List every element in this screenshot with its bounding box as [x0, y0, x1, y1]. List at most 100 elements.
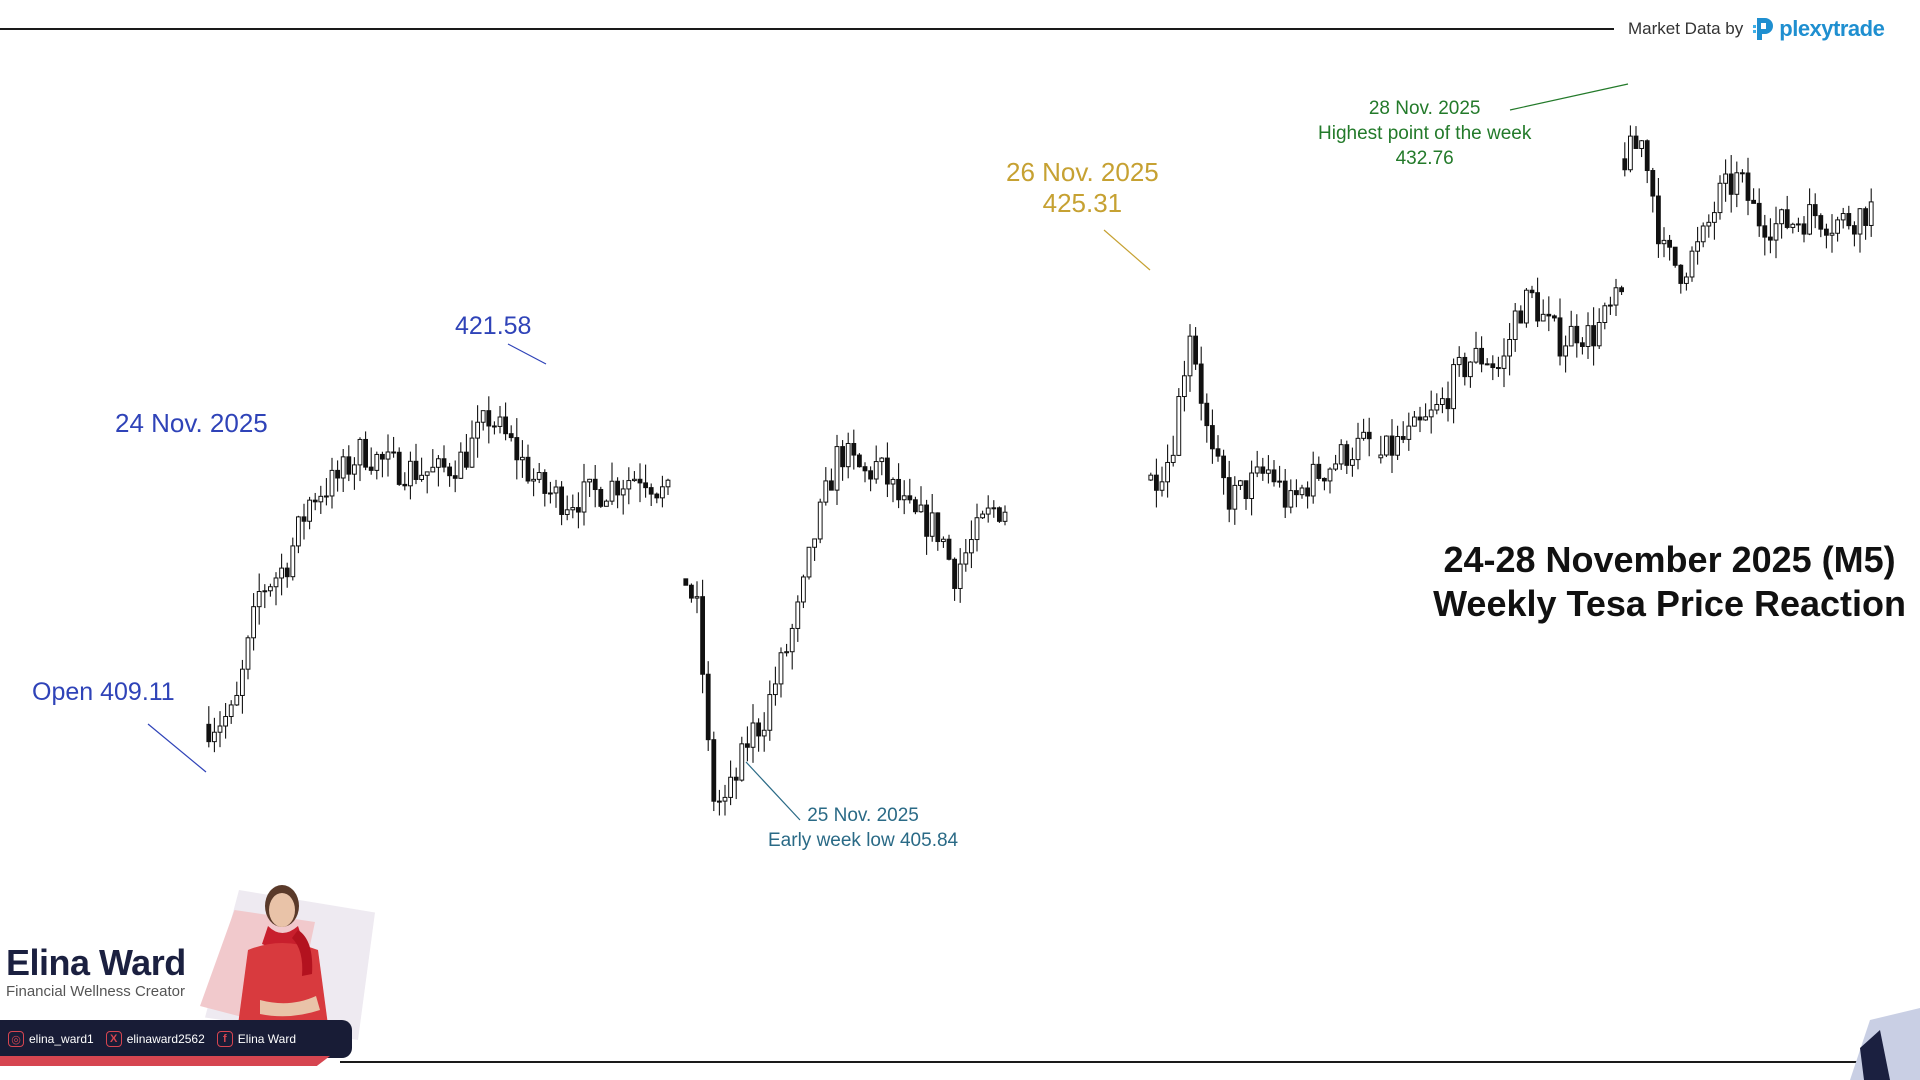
candle-body — [637, 478, 643, 484]
x-link[interactable]: X elinaward2562 — [105, 1031, 205, 1047]
facebook-link[interactable]: f Elina Ward — [216, 1031, 296, 1047]
candle-body — [924, 504, 930, 537]
candle-body — [1712, 212, 1717, 223]
candle-body — [1717, 182, 1723, 214]
candle-body — [273, 577, 279, 588]
candle-body — [458, 451, 464, 479]
candle-body — [385, 451, 391, 460]
candle-body — [1232, 484, 1238, 510]
candle-body — [1327, 468, 1333, 482]
candle-body — [1423, 416, 1428, 421]
week-high-value: 432.76 — [1395, 148, 1454, 169]
candle-body — [1568, 325, 1574, 347]
candle-body — [1552, 315, 1557, 319]
candle-body — [745, 743, 750, 748]
candle-body — [784, 651, 790, 654]
candle-body — [823, 480, 829, 503]
candle-body — [946, 538, 952, 560]
candle-body — [1266, 469, 1271, 474]
candle-body — [739, 743, 745, 781]
candle-body — [1661, 239, 1667, 245]
open-leader — [147, 723, 207, 773]
candle-body — [402, 483, 408, 487]
plexytrade-logo[interactable]: plexytrade — [1753, 16, 1885, 42]
candle-body — [1580, 342, 1585, 347]
candle-body — [564, 509, 570, 515]
candle-body — [1784, 209, 1790, 228]
candle-body — [301, 516, 307, 522]
candle-body — [1650, 170, 1656, 197]
candle-body — [750, 722, 756, 748]
candle-body — [604, 500, 609, 507]
candle-body — [1768, 236, 1773, 241]
candle-body — [542, 472, 548, 494]
candle-body — [857, 454, 862, 468]
candle-body — [840, 446, 846, 468]
candle-body — [1633, 135, 1639, 149]
candle-body — [913, 499, 918, 513]
candle-body — [1176, 396, 1182, 456]
candle-body — [1524, 289, 1529, 324]
candle-body — [284, 567, 290, 578]
candle-body — [722, 796, 728, 802]
candle-body — [1700, 225, 1706, 243]
candle-body — [1243, 480, 1249, 500]
day3-date: 26 Nov. 2025 — [1006, 157, 1159, 187]
candle-body — [789, 627, 795, 653]
candle-body — [1282, 480, 1288, 508]
candle-body — [1428, 409, 1434, 418]
candle-body — [1591, 325, 1596, 347]
candle-body — [1540, 313, 1546, 322]
candle-body — [1490, 363, 1496, 369]
candle-body — [1723, 173, 1728, 184]
candle-body — [1400, 436, 1406, 440]
market-data-brand[interactable]: Market Data by plexytrade — [1628, 16, 1885, 42]
candle-body — [1852, 225, 1857, 235]
candle-body — [952, 558, 958, 589]
candle-body — [689, 584, 694, 599]
candle-body — [873, 461, 879, 480]
candle-body — [1728, 173, 1734, 195]
candle-body — [1807, 204, 1812, 235]
candle-body — [615, 480, 621, 496]
instagram-icon: ◎ — [8, 1031, 24, 1047]
corner-decoration — [1850, 1008, 1920, 1080]
candle-body — [1417, 416, 1423, 421]
candle-body — [503, 416, 509, 435]
candle-body — [223, 716, 228, 727]
candle-body — [963, 552, 969, 565]
candle-body — [1756, 202, 1762, 227]
candle-body — [683, 578, 689, 586]
candle-body — [1840, 213, 1846, 221]
candle-body — [256, 591, 262, 608]
candle-body — [531, 478, 537, 482]
candle-body — [935, 512, 941, 543]
candle-body — [1215, 448, 1221, 457]
candle-body — [845, 442, 851, 468]
candle-body — [1835, 219, 1840, 234]
candle-body — [1338, 444, 1344, 465]
candle-body — [969, 539, 974, 554]
candle-body — [1608, 304, 1613, 307]
candle-body — [469, 437, 475, 468]
candle-body — [408, 460, 413, 487]
instagram-link[interactable]: ◎ elina_ward1 — [8, 1031, 94, 1047]
candle-body — [1818, 215, 1824, 230]
candle-body — [862, 466, 868, 472]
day5-date: 28 Nov. 2025 — [1368, 98, 1481, 119]
candle-body — [918, 504, 924, 513]
candle-body — [1801, 223, 1807, 235]
day3-high-leader — [1103, 229, 1151, 271]
candle-body — [1406, 425, 1412, 440]
candle-body — [520, 456, 525, 461]
candle-body — [761, 729, 767, 737]
candle-body — [1689, 250, 1695, 278]
candle-body — [1395, 436, 1400, 456]
candle-body — [1557, 317, 1563, 357]
candle-body — [654, 493, 660, 499]
candle-body — [694, 596, 700, 599]
candle-body — [1779, 209, 1784, 225]
creator-role: Financial Wellness Creator — [6, 983, 185, 1000]
candle-body — [262, 590, 268, 593]
candle-body — [1355, 437, 1361, 461]
